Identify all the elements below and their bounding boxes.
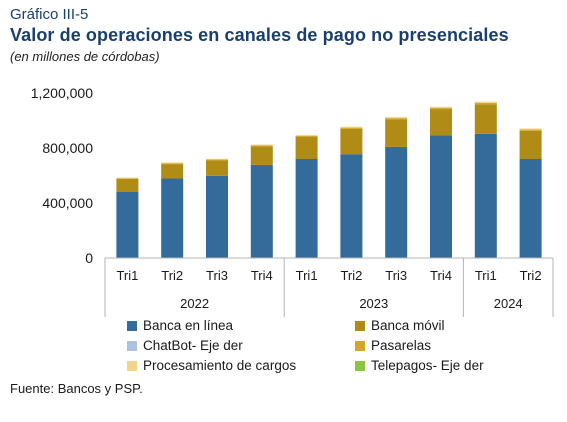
legend-item: Banca en línea: [127, 318, 233, 333]
bar-segment-banca-en-l-nea: [116, 192, 139, 258]
bar-segment-banca-m-vil: [250, 146, 273, 165]
bar-segment-banca-en-l-nea: [519, 159, 542, 258]
bar-segment-pasarelas: [250, 145, 273, 147]
legend-swatch: [355, 320, 365, 331]
year-group-label: 2024: [494, 296, 523, 311]
bar-segment-pasarelas: [206, 159, 228, 161]
bar-segment-banca-m-vil: [519, 130, 542, 159]
chart-subtitle: (en millones de córdobas): [10, 49, 160, 64]
legend-item: Telepagos- Eje der: [355, 358, 484, 373]
chart-title: Valor de operaciones en canales de pago …: [10, 25, 509, 45]
legend-swatch: [355, 340, 365, 351]
bar-segment-procesamiento-de-cargos: [385, 117, 408, 119]
legend-label: Banca móvil: [371, 318, 445, 333]
bar-segment-banca-m-vil: [430, 109, 452, 136]
legend-swatch: [355, 360, 365, 371]
x-tick-label: Tri4: [251, 268, 273, 283]
bar-segment-banca-m-vil: [340, 128, 363, 155]
bar-segment-pasarelas: [116, 178, 139, 179]
bar-segment-procesamiento-de-cargos: [161, 162, 184, 164]
source-note: Fuente: Bancos y PSP.: [10, 381, 143, 396]
x-tick-label: Tri1: [116, 268, 138, 283]
x-tick-label: Tri2: [520, 268, 542, 283]
bar-segment-pasarelas: [161, 163, 184, 165]
bar-segment-banca-m-vil: [474, 104, 497, 134]
x-tick-label: Tri4: [430, 268, 452, 283]
bar-segment-banca-en-l-nea: [474, 133, 497, 258]
bar-segment-banca-en-l-nea: [430, 135, 452, 258]
x-tick-label: Tri3: [206, 268, 228, 283]
legend-swatch: [127, 320, 137, 331]
x-tick-label: Tri1: [296, 268, 318, 283]
legend-label: Banca en línea: [143, 318, 234, 333]
bar-segment-pasarelas: [295, 135, 318, 137]
bar-segment-pasarelas: [474, 102, 497, 105]
y-tick-label: 800,000: [42, 140, 93, 156]
bar-segment-banca-en-l-nea: [340, 154, 363, 258]
x-tick-label: Tri3: [385, 268, 407, 283]
x-tick-label: Tri2: [340, 268, 362, 283]
legend-item: Procesamiento de cargos: [127, 358, 296, 373]
bar-segment-procesamiento-de-cargos: [206, 158, 228, 160]
legend-label: Procesamiento de cargos: [143, 358, 297, 373]
bar-segment-procesamiento-de-cargos: [519, 128, 542, 130]
bar-segment-pasarelas: [385, 118, 408, 120]
legend-label: Pasarelas: [371, 338, 432, 353]
legend-swatch: [127, 360, 137, 371]
x-tick-label: Tri1: [475, 268, 497, 283]
bar-segment-banca-en-l-nea: [385, 146, 408, 258]
bar-segment-banca-m-vil: [161, 164, 184, 179]
bar-segment-banca-en-l-nea: [161, 178, 184, 258]
bar-segment-banca-m-vil: [116, 178, 139, 192]
bar-segment-procesamiento-de-cargos: [116, 177, 139, 179]
bar-segment-banca-m-vil: [385, 119, 408, 147]
year-group-label: 2023: [359, 296, 388, 311]
legend-swatch: [127, 340, 137, 351]
legend-item: Pasarelas: [355, 338, 431, 353]
y-tick-label: 1,200,000: [31, 85, 93, 101]
stacked-bar-chart: 0 400,000 800,000 1,200,000 Tri1 Tri2 Tri3 Tri4…: [31, 85, 554, 317]
bar-segment-pasarelas: [340, 127, 363, 129]
bar-segment-banca-en-l-nea: [295, 159, 318, 258]
bar-segment-banca-en-l-nea: [206, 175, 228, 258]
legend-item: ChatBot- Eje der: [127, 338, 243, 353]
legend-label: ChatBot- Eje der: [143, 338, 243, 353]
bar-segment-pasarelas: [519, 129, 542, 131]
bar-segment-pasarelas: [430, 107, 452, 110]
y-tick-label: 400,000: [42, 195, 93, 211]
bar-segment-procesamiento-de-cargos: [474, 101, 497, 103]
bar-segment-banca-en-l-nea: [250, 164, 273, 258]
bar-segment-procesamiento-de-cargos: [430, 106, 452, 108]
year-group-label: 2022: [180, 296, 209, 311]
bar-segment-banca-m-vil: [295, 137, 318, 159]
bar-segment-procesamiento-de-cargos: [250, 144, 273, 146]
x-tick-label: Tri2: [161, 268, 183, 283]
bar-segment-procesamiento-de-cargos: [340, 126, 363, 128]
bar-segment-banca-m-vil: [206, 160, 228, 176]
bar-segment-procesamiento-de-cargos: [295, 134, 318, 136]
legend-item: Banca móvil: [355, 318, 445, 333]
legend-label: Telepagos- Eje der: [371, 358, 484, 373]
chart-kicker: Gráfico III-5: [10, 6, 89, 23]
y-tick-label: 0: [85, 250, 93, 266]
